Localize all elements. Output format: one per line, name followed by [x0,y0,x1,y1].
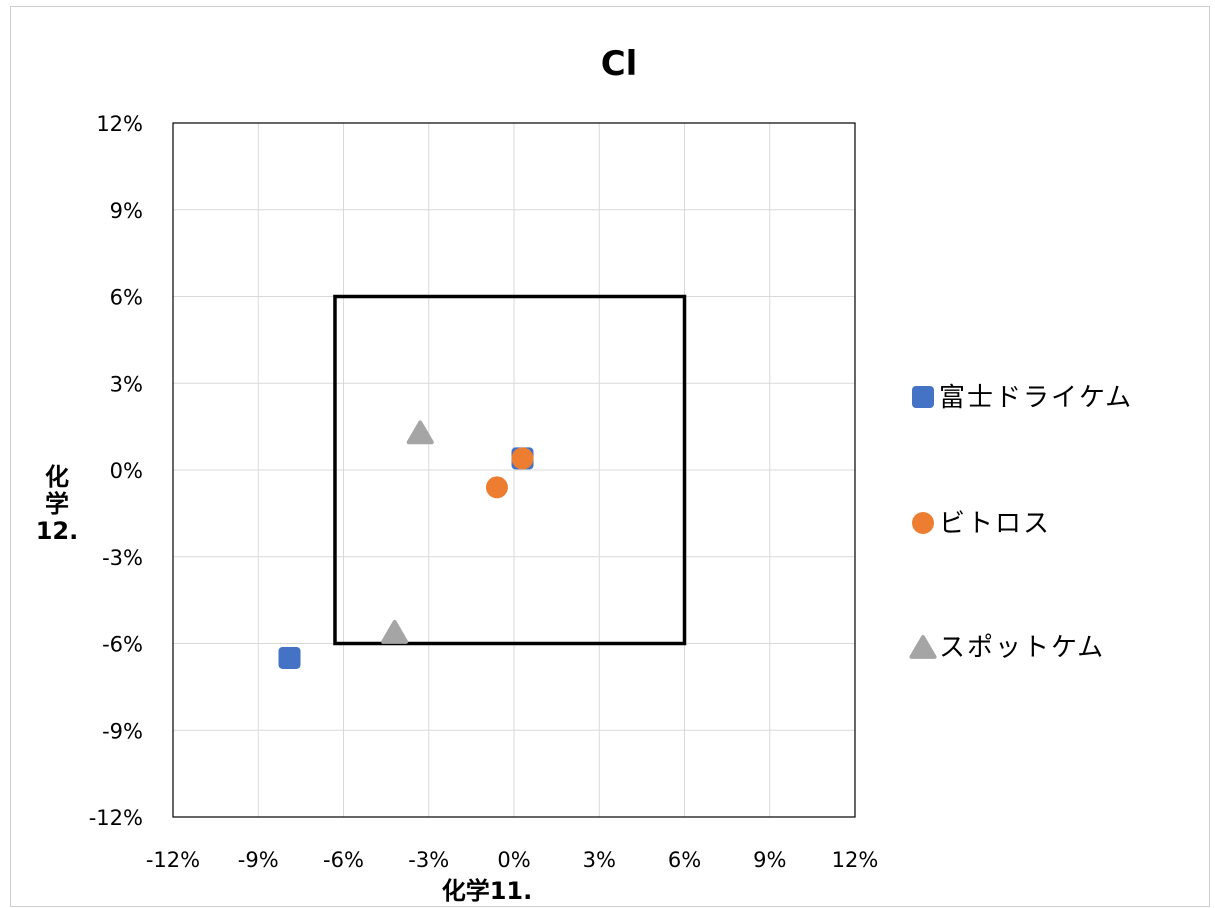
legend-label: 富士ドライケム [939,383,1133,413]
y-tick-label: 0% [110,459,143,483]
triangle-data-point [406,420,434,445]
square-data-point [278,646,301,669]
x-tick-label: 12% [832,848,879,872]
circle-legend-icon [912,512,934,534]
y-axis-title-char: 化 [45,463,69,491]
data-points [278,420,534,669]
x-tick-label: -3% [408,848,449,872]
y-tick-label: 6% [110,286,143,310]
x-tick-label: 0% [497,848,530,872]
x-tick-labels: -12% -9% -6% -3% 0% 3% 6% 9% 12% [146,848,878,872]
grid-lines [172,122,856,818]
y-tick-label: 12% [96,112,143,136]
y-tick-label: -12% [89,806,143,830]
y-tick-label: 3% [110,372,143,396]
chart-frame: -12% -9% -6% -3% 0% 3% 6% 9% 12% -12% -9% -6% -3% 0%… [10,6,1210,907]
triangle-legend-icon [909,635,937,659]
y-axis-title-char: 12. [36,517,79,545]
plot-area-border [172,122,856,818]
x-tick-label: 6% [668,848,701,872]
x-tick-label: 9% [753,848,786,872]
reference-box [333,294,687,646]
circle-data-point [511,447,534,470]
y-axis-title-char: 学 [45,490,69,518]
y-tick-labels: -12% -9% -6% -3% 0% 3% 6% 9% 12% [89,112,143,830]
x-axis-title: 化学11. [442,877,533,905]
x-tick-label: 3% [583,848,616,872]
x-tick-label: -12% [146,848,200,872]
triangle-data-point [381,620,409,644]
legend-label: スポットケム [939,633,1105,663]
circle-data-point [485,476,508,499]
square-legend-icon [912,386,934,408]
x-tick-label: -6% [323,848,364,872]
scatter-chart: -12% -9% -6% -3% 0% 3% 6% 9% 12% -12% -9% -6% -3% 0%… [36,44,1133,905]
y-tick-label: -9% [102,719,143,743]
x-tick-label: -9% [238,848,279,872]
y-tick-label: -3% [102,546,143,570]
y-tick-label: -6% [102,633,143,657]
chart-title: Cl [601,44,638,84]
y-tick-label: 9% [110,199,143,223]
legend-label: ビトロス [939,509,1051,539]
